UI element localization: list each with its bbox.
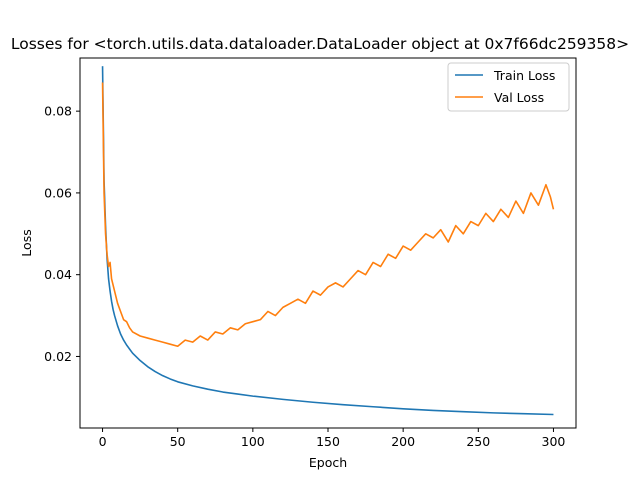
y-axis-ticks: 0.02 0.04 0.06 0.08 bbox=[44, 104, 80, 364]
series-line-val-loss bbox=[101, 82, 555, 348]
chart-title: Losses for <torch.utils.data.dataloader.… bbox=[11, 35, 629, 53]
legend-label-val-loss: Val Loss bbox=[494, 90, 544, 105]
x-axis-ticks: 0 50 100 150 200 250 300 bbox=[99, 428, 566, 449]
x-tick-label: 250 bbox=[466, 434, 490, 449]
x-tick-label: 0 bbox=[99, 434, 107, 449]
y-tick-label: 0.06 bbox=[44, 185, 72, 200]
series-lines bbox=[101, 66, 555, 416]
x-axis-label: Epoch bbox=[309, 455, 347, 470]
x-tick-label: 150 bbox=[316, 434, 340, 449]
y-axis-label: Loss bbox=[19, 229, 34, 256]
series-line-train-loss bbox=[101, 66, 554, 416]
y-tick-label: 0.04 bbox=[44, 267, 72, 282]
x-tick-label: 100 bbox=[241, 434, 265, 449]
x-tick-label: 50 bbox=[170, 434, 186, 449]
legend: Train Loss Val Loss bbox=[447, 62, 570, 112]
y-tick-label: 0.02 bbox=[44, 349, 72, 364]
x-tick-label: 200 bbox=[391, 434, 415, 449]
x-tick-label: 300 bbox=[542, 434, 566, 449]
y-tick-label: 0.08 bbox=[44, 104, 72, 119]
legend-label-train-loss: Train Loss bbox=[493, 68, 555, 83]
